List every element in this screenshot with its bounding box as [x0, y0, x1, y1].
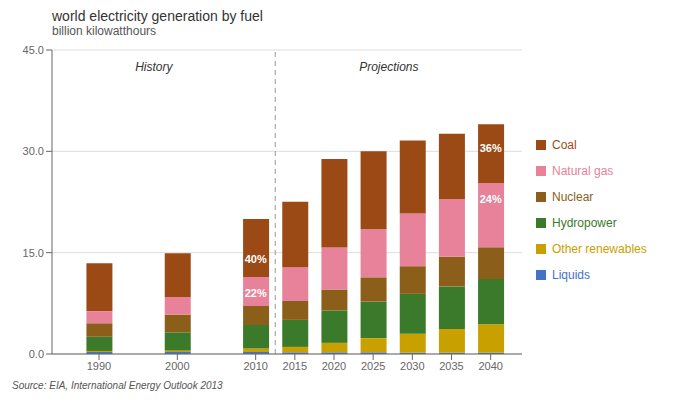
html-text:Source: EIA, International Ene: Source: EIA, International Energy Outloo… [12, 380, 223, 391]
svg-text:2020: 2020 [322, 360, 346, 372]
html-text:Other renewables: Other renewables [552, 242, 647, 256]
html-text:Liquids: Liquids [552, 268, 590, 282]
svg-text:1990: 1990 [87, 360, 111, 372]
svg-text:2035: 2035 [439, 360, 463, 372]
svg-text:2040: 2040 [478, 360, 502, 372]
html-text:billion kilowatthours: billion kilowatthours [52, 24, 157, 38]
svg-text:30.0: 30.0 [23, 145, 44, 157]
html-text:world electricity generation b: world electricity generation by fuel [52, 8, 263, 24]
html-text:Nuclear: Nuclear [552, 190, 594, 204]
html-text:Natural gas: Natural gas [552, 164, 614, 178]
svg-text:22%: 22% [245, 287, 267, 299]
svg-text:2015: 2015 [283, 360, 307, 372]
svg-text:24%: 24% [480, 193, 502, 205]
svg-text:Projections: Projections [359, 60, 418, 74]
html-text:Coal: Coal [552, 138, 577, 152]
svg-text:2000: 2000 [165, 360, 189, 372]
svg-text:History: History [135, 60, 173, 74]
svg-text:2030: 2030 [400, 360, 424, 372]
svg-text:2010: 2010 [243, 360, 267, 372]
svg-text:36%: 36% [480, 142, 502, 154]
svg-text:0.0: 0.0 [29, 348, 44, 360]
svg-text:45.0: 45.0 [23, 44, 44, 56]
svg-text:15.0: 15.0 [23, 247, 44, 259]
svg-text:2025: 2025 [361, 360, 385, 372]
html-text:Hydropower: Hydropower [552, 216, 617, 230]
svg-text:40%: 40% [245, 253, 267, 265]
